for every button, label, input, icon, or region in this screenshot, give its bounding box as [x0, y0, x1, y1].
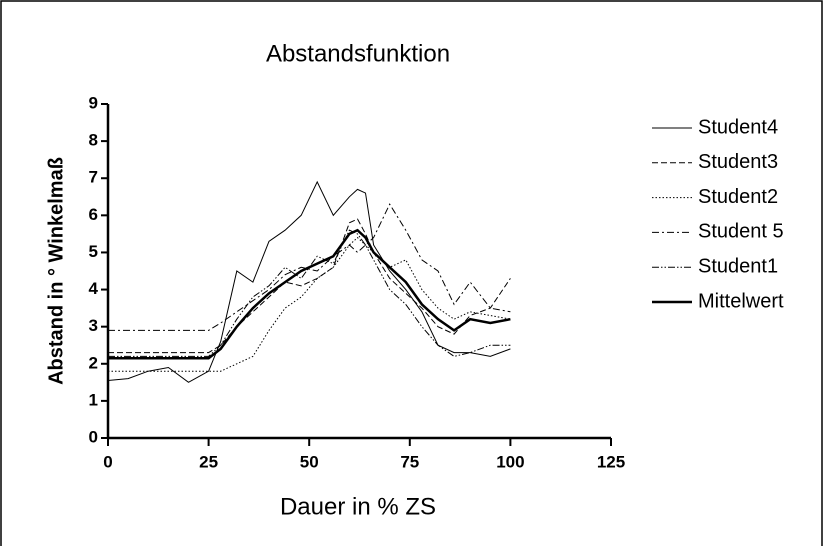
legend-label: Student1 — [698, 255, 778, 277]
series-line — [108, 229, 511, 357]
y-tick-label: 4 — [89, 279, 99, 298]
x-tick-label: 75 — [400, 452, 419, 471]
x-tick-label: 100 — [496, 452, 524, 471]
y-tick-label: 7 — [89, 168, 98, 187]
x-tick-label: 0 — [103, 452, 112, 471]
legend-label: Student2 — [698, 186, 778, 208]
y-tick-label: 6 — [89, 205, 98, 224]
series-line — [107, 180, 511, 383]
series-line — [108, 236, 511, 372]
series-line — [108, 218, 511, 354]
y-tick-label: 1 — [89, 390, 98, 409]
y-axis-label: Abstand in ° Winkelmaß — [45, 157, 67, 385]
legend-label: Mittelwert — [698, 290, 784, 312]
legend-label: Student4 — [698, 116, 778, 138]
x-tick-label: 125 — [597, 452, 625, 471]
x-axis-label: Dauer in % ZS — [280, 493, 436, 520]
y-tick-label: 8 — [89, 131, 98, 150]
y-tick-label: 3 — [89, 316, 98, 335]
y-tick-label: 2 — [89, 353, 98, 372]
x-tick-label: 25 — [199, 452, 218, 471]
x-tick-label: 50 — [300, 452, 319, 471]
y-tick-label: 5 — [89, 242, 98, 261]
legend-label: Student 5 — [698, 221, 784, 243]
y-tick-label: 9 — [89, 93, 98, 112]
series-line — [108, 203, 511, 331]
chart-title: Abstandsfunktion — [266, 40, 450, 67]
series-line — [108, 228, 511, 360]
legend-label: Student3 — [698, 151, 778, 173]
y-tick-label: 0 — [89, 427, 98, 446]
